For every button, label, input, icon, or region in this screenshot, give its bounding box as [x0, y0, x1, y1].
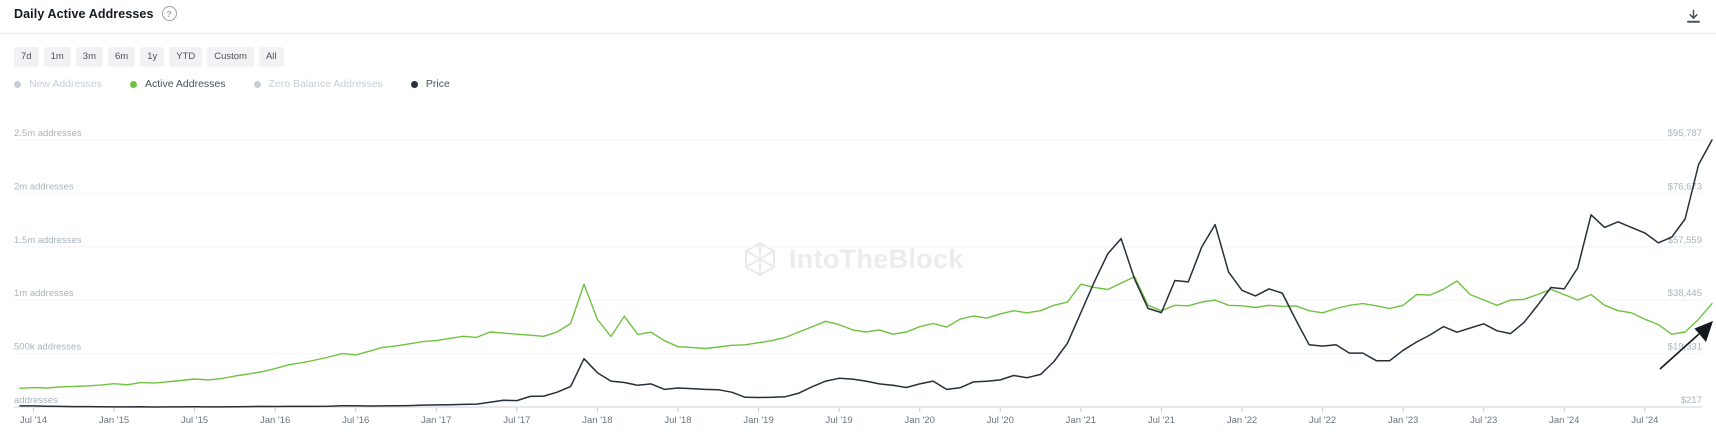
- y-axis-label-left: 2m addresses: [14, 181, 74, 192]
- x-axis-label: Jan '18: [582, 415, 612, 426]
- active-addresses-line: [19, 276, 1713, 389]
- watermark-text: IntoTheBlock: [789, 243, 964, 274]
- y-axis-label-left: 1.5m addresses: [14, 235, 82, 246]
- y-axis-label-right: $217: [1681, 395, 1702, 406]
- x-axis-label: Jul '17: [503, 415, 530, 426]
- legend-label: Price: [425, 78, 450, 90]
- legend-item-price[interactable]: Price: [410, 78, 450, 90]
- download-icon: [1686, 9, 1700, 23]
- time-range-ytd[interactable]: YTD: [169, 47, 203, 67]
- x-axis-label: Jan '19: [743, 415, 773, 426]
- x-axis-label: Jul '16: [342, 415, 369, 426]
- x-axis-label: Jul '18: [664, 415, 691, 426]
- time-range-custom[interactable]: Custom: [207, 47, 254, 67]
- legend-label: Active Addresses: [144, 78, 226, 90]
- legend-label: Zero Balance Addresses: [268, 78, 383, 90]
- x-axis-label: Jul '14: [20, 415, 47, 426]
- legend-item-new-addresses[interactable]: New Addresses: [14, 78, 102, 90]
- x-axis-label: Jul '19: [826, 415, 853, 426]
- x-axis-label: Jul '24: [1631, 415, 1658, 426]
- arrow-annotation-head-icon: [1694, 321, 1713, 342]
- x-axis-label: Jan '21: [1066, 415, 1096, 426]
- y-axis-label-left: 2.5m addresses: [14, 128, 82, 139]
- intotheblock-watermark: IntoTheBlock: [741, 240, 964, 278]
- y-axis-label-right: $76,673: [1668, 181, 1702, 192]
- x-axis-label: Jan '16: [260, 415, 290, 426]
- price-line: [19, 139, 1713, 408]
- x-axis-label: Jul '21: [1148, 415, 1175, 426]
- x-axis-label: Jan '23: [1388, 415, 1418, 426]
- x-axis-label: Jul '22: [1309, 415, 1336, 426]
- help-icon[interactable]: ?: [161, 6, 177, 21]
- time-range-bar: 7d 1m 3m 6m 1y YTD Custom All: [14, 47, 284, 67]
- x-axis-label: Jan '20: [905, 415, 935, 426]
- page-title: Daily Active Addresses: [14, 6, 154, 21]
- y-axis-label-right: $57,559: [1668, 235, 1702, 246]
- time-range-3m[interactable]: 3m: [75, 47, 103, 67]
- x-axis-label: Jul '20: [987, 415, 1014, 426]
- x-axis-label: Jan '22: [1227, 415, 1257, 426]
- intotheblock-logo-icon: [745, 241, 775, 277]
- legend-label: New Addresses: [29, 78, 102, 90]
- legend-dot-icon: [14, 80, 21, 88]
- y-axis-label-left: 500k addresses: [14, 342, 81, 353]
- download-button[interactable]: [1682, 5, 1704, 27]
- header-divider: [0, 33, 1716, 34]
- y-axis-label-right: $38,445: [1668, 288, 1702, 299]
- chart-header: Daily Active Addresses ?: [0, 0, 1716, 33]
- x-axis-label: Jul '15: [181, 415, 208, 426]
- legend-dot-icon: [129, 80, 137, 88]
- x-axis-label: Jan '17: [421, 415, 451, 426]
- x-axis-label: Jan '24: [1549, 415, 1579, 426]
- arrow-annotation-shaft: [1659, 333, 1700, 370]
- time-range-6m[interactable]: 6m: [107, 47, 136, 67]
- y-axis-label-left: 1m addresses: [14, 288, 74, 299]
- time-range-1y[interactable]: 1y: [140, 47, 165, 67]
- legend: New Addresses Active Addresses Zero Balanc…: [14, 78, 450, 90]
- legend-item-zero-balance-addresses[interactable]: Zero Balance Addresses: [253, 78, 383, 90]
- time-range-1m[interactable]: 1m: [43, 47, 71, 67]
- legend-item-active-addresses[interactable]: Active Addresses: [129, 78, 226, 90]
- x-axis-label: Jan '15: [99, 415, 129, 426]
- y-axis-label-right: $95,787: [1668, 128, 1702, 139]
- y-axis-label-left: addresses: [14, 395, 58, 406]
- legend-dot-icon: [253, 80, 261, 88]
- time-range-7d[interactable]: 7d: [14, 47, 39, 67]
- legend-dot-icon: [410, 80, 418, 88]
- time-range-all[interactable]: All: [258, 47, 284, 67]
- x-axis-label: Jul '23: [1470, 415, 1497, 426]
